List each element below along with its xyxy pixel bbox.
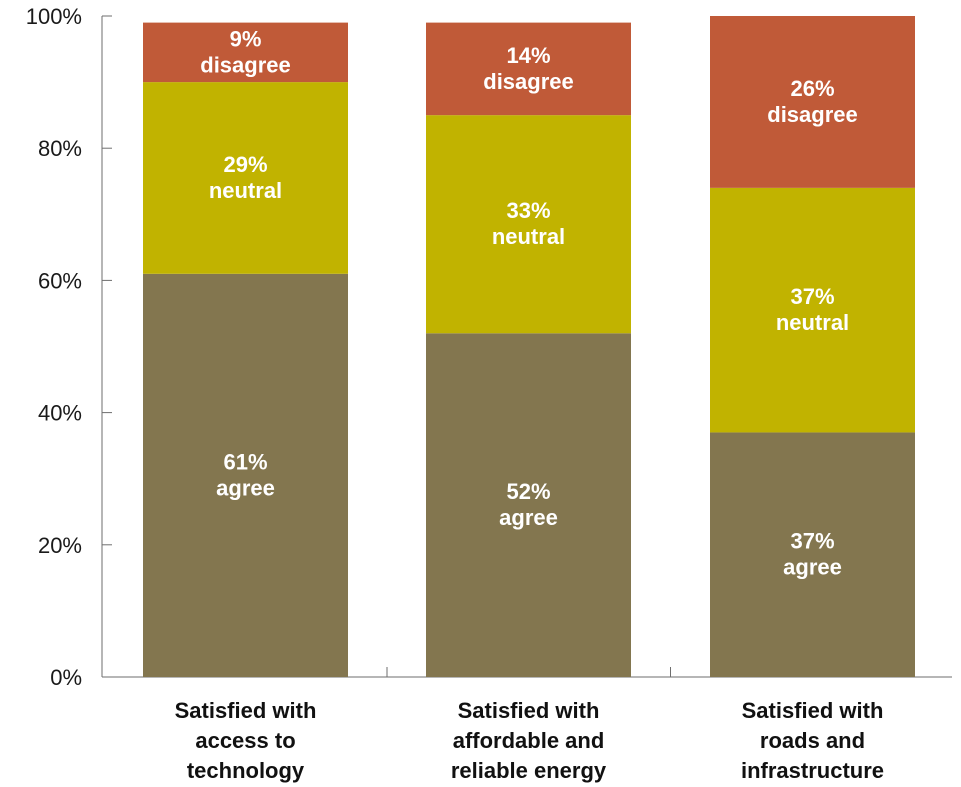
bar-segment-agree bbox=[143, 273, 348, 677]
bar-segment-disagree bbox=[426, 22, 631, 116]
y-tick-label: 20% bbox=[38, 533, 82, 558]
bar-segment-neutral bbox=[426, 115, 631, 334]
bar-segment-agree bbox=[426, 333, 631, 677]
data-label-neutral: 37% neutral bbox=[776, 284, 849, 335]
data-label-agree: 52% agree bbox=[499, 479, 558, 530]
bar-segments bbox=[143, 16, 915, 677]
data-label-neutral: 29% neutral bbox=[209, 152, 282, 203]
y-tick-label: 100% bbox=[26, 4, 82, 29]
y-tick-label: 80% bbox=[38, 136, 82, 161]
y-tick-label: 40% bbox=[38, 401, 82, 426]
data-label-agree: 37% agree bbox=[783, 529, 842, 580]
category-labels: Satisfied with access to technology Satisfi… bbox=[175, 698, 884, 783]
bar-segment-neutral bbox=[710, 187, 915, 433]
x-category-label: Satisfied with roads and infrastructure bbox=[741, 698, 884, 783]
bar-segment-disagree bbox=[143, 22, 348, 83]
bar-segment-disagree bbox=[710, 16, 915, 188]
data-label-neutral: 33% neutral bbox=[492, 198, 565, 249]
data-label-disagree: 26% disagree bbox=[767, 76, 858, 127]
data-label-agree: 61% agree bbox=[216, 449, 275, 500]
segment-labels: 61% agree 29% neutral 9% disagree 52% agree 33% n… bbox=[200, 26, 858, 579]
x-category-label: Satisfied with access to technology bbox=[175, 698, 317, 783]
bar-segment-neutral bbox=[143, 82, 348, 274]
data-label-disagree: 9% disagree bbox=[200, 26, 291, 77]
y-tick-label: 60% bbox=[38, 268, 82, 293]
y-axis-tick-labels: 0% 20% 40% 60% 80% 100% bbox=[26, 4, 82, 690]
data-label-disagree: 14% disagree bbox=[483, 43, 574, 94]
bar-segment-agree bbox=[710, 432, 915, 677]
x-category-label: Satisfied with affordable and reliable ene… bbox=[451, 698, 607, 783]
y-tick-label: 0% bbox=[50, 665, 82, 690]
